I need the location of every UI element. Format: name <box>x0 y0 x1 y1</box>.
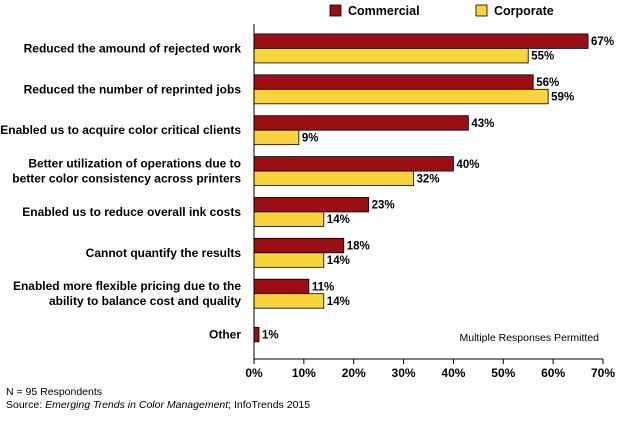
value-label-commercial: 67% <box>591 36 614 48</box>
x-tick-label: 30% <box>392 366 416 380</box>
value-label-commercial: 23% <box>372 200 395 212</box>
bar-corporate <box>253 211 325 227</box>
legend-swatch-commercial <box>329 4 342 17</box>
value-label-corporate: 59% <box>551 92 574 104</box>
value-label-commercial: 40% <box>456 159 479 171</box>
category-label: better color consistency across printers <box>12 172 241 186</box>
bar-commercial <box>253 74 534 90</box>
source-note: Source: Emerging Trends in Color Managem… <box>6 399 310 412</box>
bar-commercial <box>253 33 589 49</box>
value-label-corporate: 55% <box>531 51 554 63</box>
bar-commercial <box>253 156 454 172</box>
value-label-corporate: 14% <box>327 255 350 267</box>
bar-corporate <box>253 48 529 64</box>
value-label-commercial: 11% <box>312 281 334 293</box>
value-label-commercial: 18% <box>347 241 370 253</box>
value-label-commercial: 43% <box>471 118 494 130</box>
bar-corporate <box>253 252 325 268</box>
bar-commercial <box>253 197 370 213</box>
value-label-commercial: 56% <box>536 77 559 89</box>
x-tick-label: 20% <box>342 366 366 380</box>
value-label-corporate: 32% <box>417 173 440 185</box>
bar-corporate <box>253 129 300 146</box>
legend-label-commercial: Commercial <box>348 4 420 18</box>
bar-corporate <box>253 170 414 186</box>
respondents-note: N = 95 Respondents <box>6 386 103 398</box>
chart-footer: N = 95 Respondents Source: Emerging Tren… <box>6 386 310 412</box>
category-label: Reduced the number of reprinted jobs <box>24 82 242 96</box>
multiple-responses-note: Multiple Responses Permitted <box>460 332 600 344</box>
category-label: Better utilization of operations due to <box>28 157 241 171</box>
value-label-commercial: 1% <box>262 330 279 342</box>
category-label: Enabled more flexible pricing due to the <box>13 279 241 293</box>
source-prefix: Source: <box>6 399 46 411</box>
bar-commercial <box>253 237 345 254</box>
x-tick-label: 0% <box>245 366 263 380</box>
bar-commercial <box>253 115 469 131</box>
value-label-corporate: 14% <box>327 214 350 226</box>
x-tick-label: 60% <box>541 366 565 380</box>
bar-corporate <box>253 88 549 105</box>
bar-commercial <box>253 278 310 295</box>
bar-commercial <box>253 326 260 343</box>
category-label: Other <box>209 328 241 342</box>
source-title: Emerging Trends in Color Management <box>45 399 229 411</box>
x-tick-label: 70% <box>591 366 615 380</box>
category-label: Reduced the amound of rejected work <box>24 41 242 55</box>
category-label: Enabled us to acquire color critical cli… <box>0 123 241 137</box>
x-tick-label: 40% <box>441 366 465 380</box>
source-suffix: ; InfoTrends 2015 <box>228 399 311 411</box>
legend-swatch-corporate <box>475 4 488 17</box>
value-label-corporate: 9% <box>302 132 319 144</box>
x-tick-label: 10% <box>292 366 316 380</box>
category-label: Cannot quantify the results <box>86 246 242 260</box>
value-label-corporate: 14% <box>327 296 350 308</box>
x-tick-label: 50% <box>491 366 515 380</box>
category-label: Enabled us to reduce overall ink costs <box>22 205 241 219</box>
bar-corporate <box>253 293 325 309</box>
legend-label-corporate: Corporate <box>494 4 554 18</box>
category-label: ability to balance cost and quality <box>49 294 241 308</box>
